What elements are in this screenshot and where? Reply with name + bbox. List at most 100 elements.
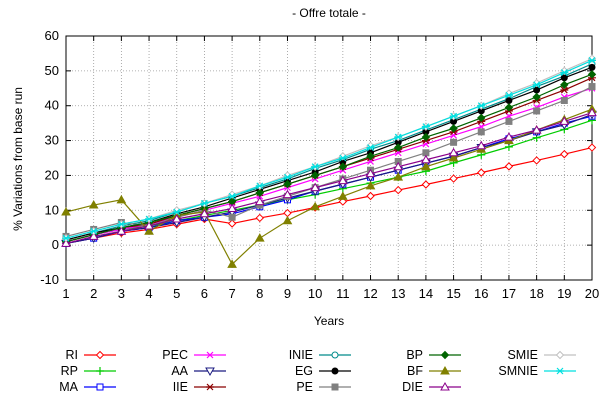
legend-label: RP (61, 364, 78, 378)
legend-item-pec: PEC (162, 348, 226, 362)
series-line-die (65, 112, 593, 244)
x-tick-label: 11 (336, 286, 350, 301)
series-line-smnie (65, 59, 593, 239)
x-tick-label: 1 (62, 286, 69, 301)
data-point-bf (421, 161, 431, 171)
data-point-pe (560, 96, 568, 104)
data-point-ri (504, 162, 514, 171)
data-point-smnie (421, 123, 430, 131)
legend-label: AA (171, 364, 188, 378)
data-point-pe (477, 128, 485, 136)
legend: RI RP MA PEC AA IIE INIE EG PE BP BF DIE SMIE SMNIE (59, 348, 576, 394)
data-point-pe (533, 107, 541, 115)
data-point-smnie (394, 133, 403, 141)
data-point-bf (254, 233, 265, 242)
data-point-bp (283, 179, 292, 189)
series-ri (61, 143, 597, 248)
data-point-bp (394, 143, 403, 152)
data-point-die (365, 168, 376, 178)
data-point-die (61, 238, 71, 247)
data-point-die (476, 140, 487, 150)
data-point-pe (588, 83, 596, 91)
legend-label: RI (66, 348, 79, 362)
legend-marker (205, 367, 215, 377)
data-point-die (587, 107, 597, 117)
data-point-die (504, 132, 514, 141)
data-point-die (393, 161, 404, 171)
data-point-smnie (588, 56, 596, 64)
legend-marker (440, 350, 450, 360)
x-tick-label: 16 (474, 286, 488, 301)
data-point-bp (504, 103, 514, 112)
data-point-bp (310, 171, 320, 180)
data-point-smnie (311, 163, 320, 171)
series-smie (61, 54, 597, 243)
data-point-ri (477, 168, 486, 177)
legend-marker (206, 351, 214, 359)
data-point-smnie (200, 199, 209, 207)
legend-item-bf: BF (407, 364, 461, 378)
y-tick-label: 20 (45, 167, 59, 182)
legend-item-iie: IIE (173, 380, 226, 394)
data-point-smnie (560, 69, 569, 77)
data-point-bf (282, 215, 293, 225)
y-tick-label: 30 (45, 133, 59, 148)
legend-label: SMIE (507, 348, 538, 362)
series-line-inie (65, 63, 593, 241)
data-point-smnie (145, 215, 154, 223)
legend-marker (555, 350, 565, 360)
data-point-die (337, 175, 348, 185)
data-point-smnie (117, 220, 126, 228)
legend-label: EG (295, 364, 313, 378)
data-point-ri (255, 213, 264, 223)
data-point-eg (533, 86, 541, 94)
data-point-smnie (89, 227, 98, 235)
legend-marker (96, 383, 104, 391)
data-point-die (310, 182, 321, 192)
legend-label: MA (59, 380, 78, 394)
data-point-pe (228, 213, 236, 221)
data-point-smnie (283, 173, 292, 181)
data-point-die (559, 116, 570, 125)
legend-label: SMNIE (498, 364, 538, 378)
x-tick-label: 9 (284, 286, 291, 301)
x-axis-title: Years (314, 314, 344, 328)
legend-marker (96, 367, 104, 375)
data-point-smnie (532, 81, 541, 89)
legend-item-smnie: SMNIE (498, 364, 576, 378)
legend-label: DIE (402, 380, 423, 394)
x-tick-label: 5 (173, 286, 180, 301)
data-point-bf (144, 226, 154, 235)
data-point-bf (393, 172, 404, 181)
data-point-die (448, 147, 459, 157)
x-tick-label: 13 (391, 286, 405, 301)
x-tick-label: 8 (256, 286, 263, 301)
x-tick-label: 2 (90, 286, 97, 301)
data-point-bp (421, 132, 431, 142)
data-point-smnie (366, 144, 375, 151)
data-point-bf (116, 194, 127, 204)
x-tick-label: 10 (308, 286, 322, 301)
x-tick-label: 4 (145, 286, 152, 301)
x-tick-label: 18 (529, 286, 543, 301)
legend-item-ri: RI (66, 348, 116, 362)
data-point-bf (61, 207, 71, 216)
y-tick-label: -10 (40, 272, 59, 287)
data-point-iie (560, 86, 569, 94)
series-line-bf (65, 108, 593, 266)
data-point-die (227, 203, 237, 213)
data-point-pe (450, 138, 458, 146)
data-point-bp (366, 152, 375, 161)
data-point-die (199, 208, 210, 218)
legend-label: PE (296, 380, 313, 394)
legend-item-bp: BP (406, 348, 461, 362)
grid-lines (66, 36, 592, 280)
series-bf (61, 104, 597, 268)
data-point-die (282, 189, 293, 199)
y-tick-label: 60 (45, 28, 59, 43)
data-point-die (421, 154, 431, 164)
legend-marker (331, 383, 339, 391)
